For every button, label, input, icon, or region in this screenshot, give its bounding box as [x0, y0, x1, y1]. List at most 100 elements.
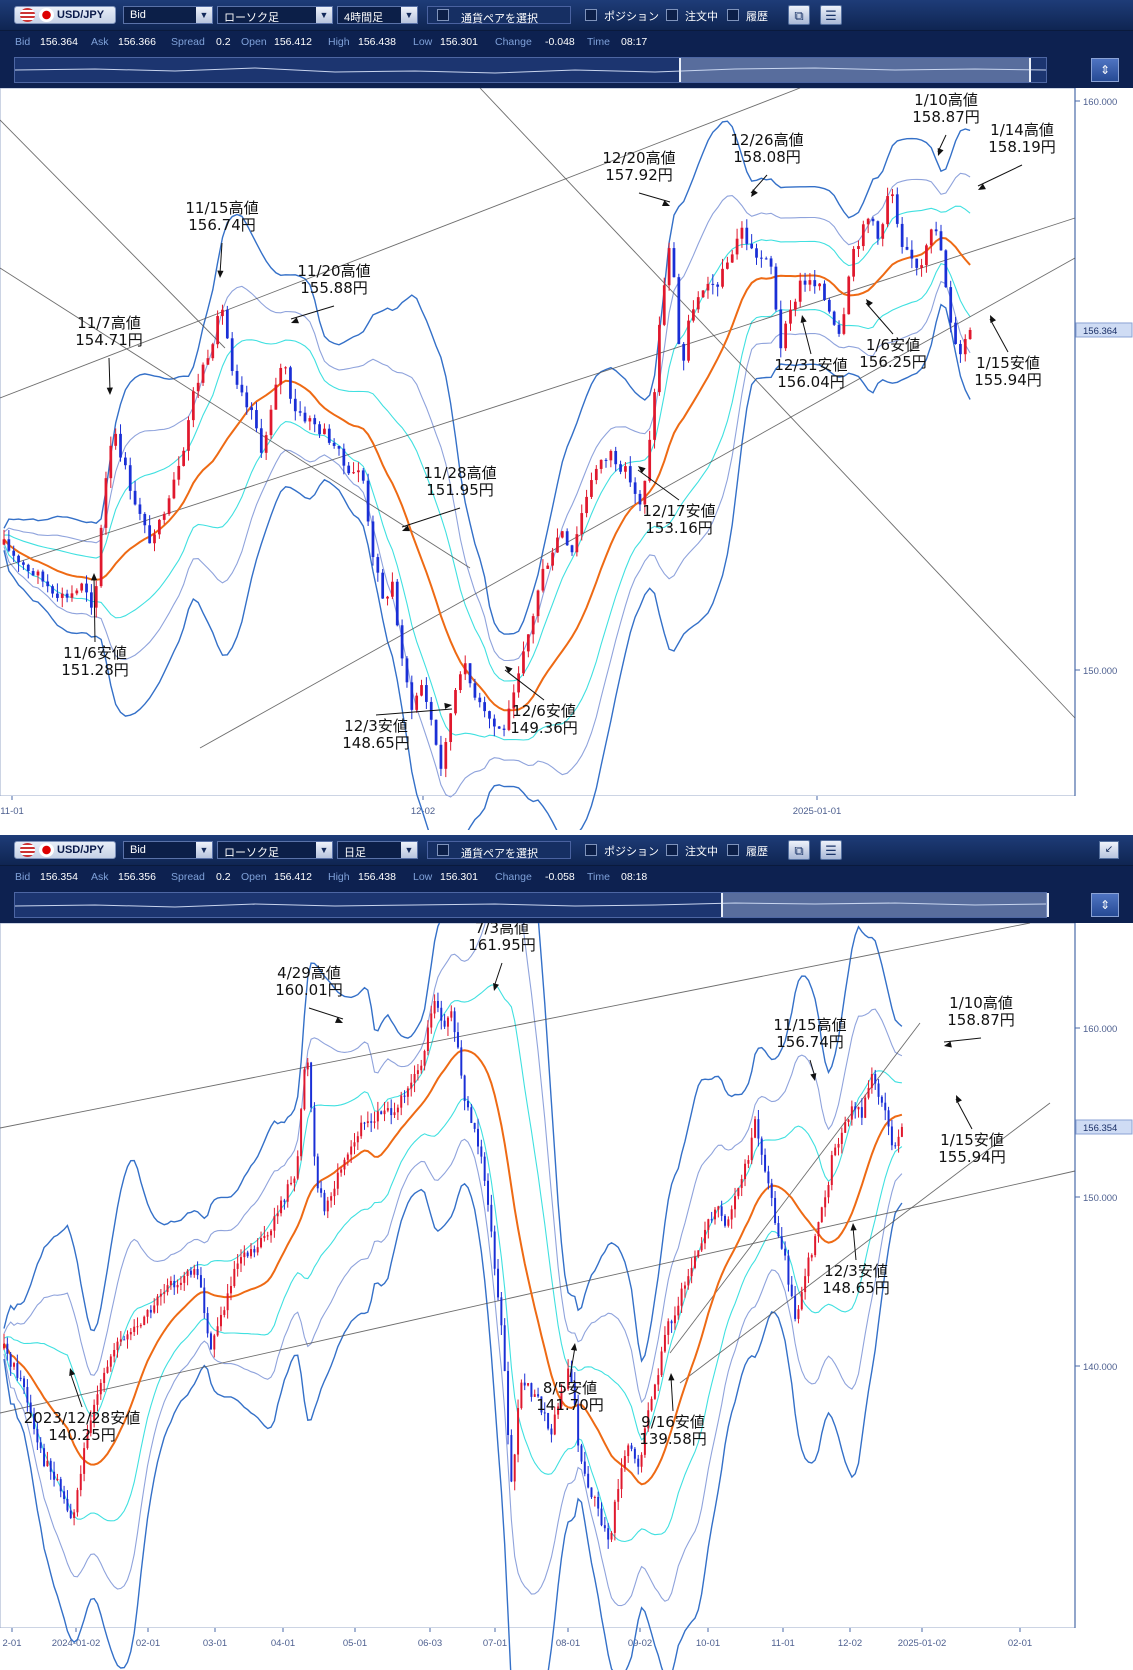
- candle-body: [128, 465, 132, 491]
- candle-body: [624, 466, 627, 472]
- timeframe-select[interactable]: 4時間足 ▼: [337, 6, 418, 24]
- candle-body: [870, 1074, 873, 1088]
- candle-body: [356, 1136, 359, 1143]
- candle-body: [463, 663, 467, 675]
- position-checkbox[interactable]: [585, 9, 597, 21]
- candle-body: [119, 433, 122, 458]
- candle-body: [413, 1073, 416, 1083]
- timeframe-select[interactable]: 日足 ▼: [337, 841, 418, 859]
- candle-body: [357, 470, 360, 473]
- annotation-arrowhead: [810, 1073, 817, 1081]
- plot-area: [0, 88, 1076, 797]
- candle-body: [263, 1235, 266, 1239]
- price-type-select[interactable]: Bid ▼: [123, 841, 213, 859]
- candle-body: [662, 285, 666, 325]
- candle-body: [587, 1473, 590, 1488]
- candle-body: [925, 245, 928, 266]
- chart-settings-icon[interactable]: ⧉: [788, 840, 810, 860]
- candle-body: [366, 480, 370, 522]
- annotation-arrowhead: [751, 189, 758, 197]
- candle-body: [342, 448, 346, 466]
- candle-body: [640, 1454, 643, 1467]
- annotation-label: 1/10高値: [914, 91, 978, 109]
- chart-list-icon[interactable]: ☰: [820, 5, 842, 25]
- chart-settings-icon[interactable]: ⧉: [788, 5, 810, 25]
- candle-body: [710, 1219, 713, 1221]
- candle-body: [380, 1111, 383, 1115]
- candle-body: [303, 412, 307, 422]
- candle-body: [670, 1321, 673, 1324]
- annotation-price: 158.19円: [988, 138, 1056, 156]
- candle-body: [449, 713, 453, 743]
- candle-body: [453, 1011, 456, 1033]
- pair-select-button[interactable]: 通貨ペアを選択: [427, 841, 571, 860]
- navigator-scrollbar[interactable]: [14, 892, 1049, 918]
- candle-body: [395, 581, 399, 626]
- candle-body: [326, 1200, 329, 1212]
- candle-body: [492, 718, 496, 727]
- symbol-button[interactable]: USD/JPY: [14, 6, 116, 24]
- navigator-range-handle[interactable]: [679, 58, 1031, 82]
- position-checkbox[interactable]: [585, 844, 597, 856]
- trend-line: [0, 88, 801, 399]
- candle-body: [638, 493, 642, 505]
- history-label: 履歴: [746, 11, 768, 23]
- candle-body: [193, 1269, 196, 1275]
- candle-body: [794, 1296, 797, 1319]
- candle-body: [557, 1406, 560, 1415]
- candle-body: [895, 194, 899, 224]
- scroll-toggle-icon[interactable]: ⇕: [1091, 58, 1119, 82]
- candle-body: [954, 322, 957, 344]
- history-checkbox[interactable]: [727, 844, 739, 856]
- chart-list-icon[interactable]: ☰: [820, 840, 842, 860]
- candle-body: [123, 1339, 126, 1341]
- candle-body: [226, 1293, 229, 1311]
- candle-body: [673, 1315, 676, 1324]
- candle-body: [764, 258, 768, 260]
- history-checkbox[interactable]: [727, 9, 739, 21]
- annotation-price: 141.70円: [536, 1396, 604, 1414]
- price-type-select[interactable]: Bid ▼: [123, 6, 213, 24]
- navigator-sparkline: [14, 67, 1047, 74]
- navigator-range-handle[interactable]: [721, 893, 1049, 917]
- pair-checkbox[interactable]: [437, 844, 449, 856]
- annotation-price: 151.95円: [426, 481, 494, 499]
- restore-window-icon[interactable]: ↙: [1099, 841, 1119, 859]
- candle-body: [233, 1268, 236, 1287]
- pair-checkbox[interactable]: [437, 9, 449, 21]
- candle-body: [713, 1209, 716, 1220]
- candle-body: [139, 1325, 142, 1327]
- orders-checkbox[interactable]: [666, 844, 678, 856]
- candle-body: [820, 1207, 823, 1223]
- candle-body: [667, 248, 671, 286]
- price-chart-daily[interactable]: 160.000 150.000 140.000 2-01 2024-01-02 02-01…: [0, 923, 1133, 1670]
- candle-body: [293, 1178, 296, 1183]
- annotation-price: 149.36円: [510, 719, 578, 737]
- chart-type-select[interactable]: ローソク足 ▼: [217, 841, 333, 859]
- pair-select-button[interactable]: 通貨ペアを選択: [427, 6, 571, 25]
- candle-body: [623, 1456, 626, 1469]
- candle-body: [734, 1196, 737, 1210]
- bollinger-lower-band-3: [3, 303, 971, 830]
- candle-body: [187, 420, 190, 451]
- low-value: 156.301: [440, 36, 478, 48]
- x-tick-label: 05-01: [343, 1638, 367, 1649]
- navigator-scrollbar[interactable]: [14, 57, 1047, 83]
- trend-line: [669, 1022, 921, 1354]
- candle-body: [657, 1375, 660, 1385]
- chart-type-select[interactable]: ローソク足 ▼: [217, 6, 333, 24]
- annotation-arrow: [955, 1098, 973, 1130]
- annotation-arrow: [69, 1371, 83, 1408]
- orders-label: 注文中: [685, 846, 718, 858]
- scroll-toggle-icon[interactable]: ⇕: [1091, 893, 1119, 917]
- candle-body: [803, 280, 807, 285]
- candle-body: [323, 1192, 326, 1212]
- annotation-label: 1/10高値: [949, 994, 1013, 1012]
- symbol-button[interactable]: USD/JPY: [14, 841, 116, 859]
- orders-checkbox[interactable]: [666, 9, 678, 21]
- candle-body: [707, 1219, 710, 1230]
- current-price-label: 156.364: [1083, 326, 1117, 337]
- candle-body: [779, 309, 783, 349]
- candle-body: [721, 268, 724, 287]
